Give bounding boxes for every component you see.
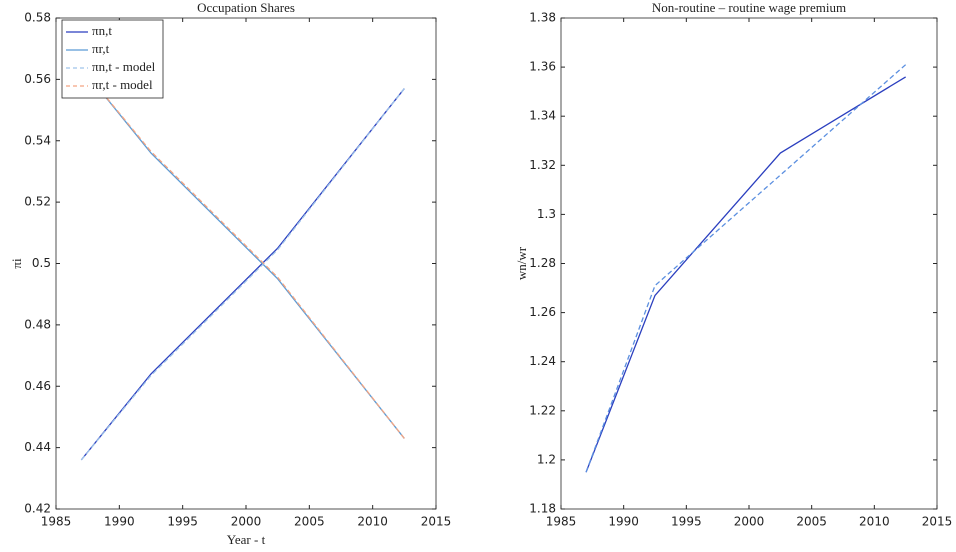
y-tick-label: 1.24: [529, 354, 556, 368]
y-tick-label: 1.3: [537, 207, 556, 221]
legend-box: [61, 19, 164, 99]
y-tick-label: 0.52: [24, 195, 51, 209]
y-tick-label: 0.46: [24, 379, 51, 393]
x-tick-label: 1985: [546, 515, 577, 529]
y-tick-label: 1.32: [529, 158, 556, 172]
y-tick-label: 1.34: [529, 109, 556, 123]
legend-label: πn,t - model: [92, 59, 156, 74]
y-tick-label: 1.2: [537, 452, 556, 466]
y-tick-label: 1.38: [529, 11, 556, 25]
y-axis-label: πi: [9, 258, 24, 269]
x-tick-label: 2000: [734, 515, 765, 529]
y-tick-label: 1.18: [529, 502, 556, 516]
x-tick-label: 1990: [104, 515, 135, 529]
chart-title: Non-routine – routine wage premium: [652, 0, 846, 15]
y-tick-label: 1.36: [529, 60, 556, 74]
x-tick-label: 2010: [859, 515, 890, 529]
y-tick-label: 0.48: [24, 317, 51, 331]
y-tick-label: 1.22: [529, 403, 556, 417]
legend-label: πr,t - model: [92, 77, 153, 92]
y-tick-label: 1.28: [529, 256, 556, 270]
x-tick-label: 1995: [167, 515, 198, 529]
legend-label: πr,t: [92, 41, 110, 56]
series-line: [80, 66, 405, 439]
y-tick-label: 0.44: [24, 440, 51, 454]
series-line: [585, 76, 907, 473]
legend-label: πn,t: [92, 23, 112, 38]
x-tick-label: 2000: [231, 515, 262, 529]
x-tick-label: 2015: [421, 515, 452, 529]
chart-title: Occupation Shares: [197, 0, 295, 15]
series-line: [80, 88, 405, 461]
plot-area: [55, 17, 437, 510]
x-tick-label: 1995: [671, 515, 702, 529]
x-axis-label: Year - t: [227, 532, 266, 547]
x-tick-label: 2005: [796, 515, 827, 529]
series-line: [585, 64, 907, 473]
plot-area: [560, 17, 938, 510]
y-tick-label: 0.5: [32, 256, 51, 270]
x-tick-label: 1990: [608, 515, 639, 529]
y-tick-label: 0.42: [24, 502, 51, 516]
x-tick-label: 2010: [357, 515, 388, 529]
y-tick-label: 0.56: [24, 72, 51, 86]
y-tick-label: 1.26: [529, 305, 556, 319]
x-tick-label: 2005: [294, 515, 325, 529]
x-tick-label: 1985: [41, 515, 72, 529]
y-tick-label: 0.58: [24, 11, 51, 25]
x-tick-label: 2015: [922, 515, 953, 529]
y-axis-label: wn/wr: [514, 246, 529, 280]
y-tick-label: 0.54: [24, 133, 51, 147]
